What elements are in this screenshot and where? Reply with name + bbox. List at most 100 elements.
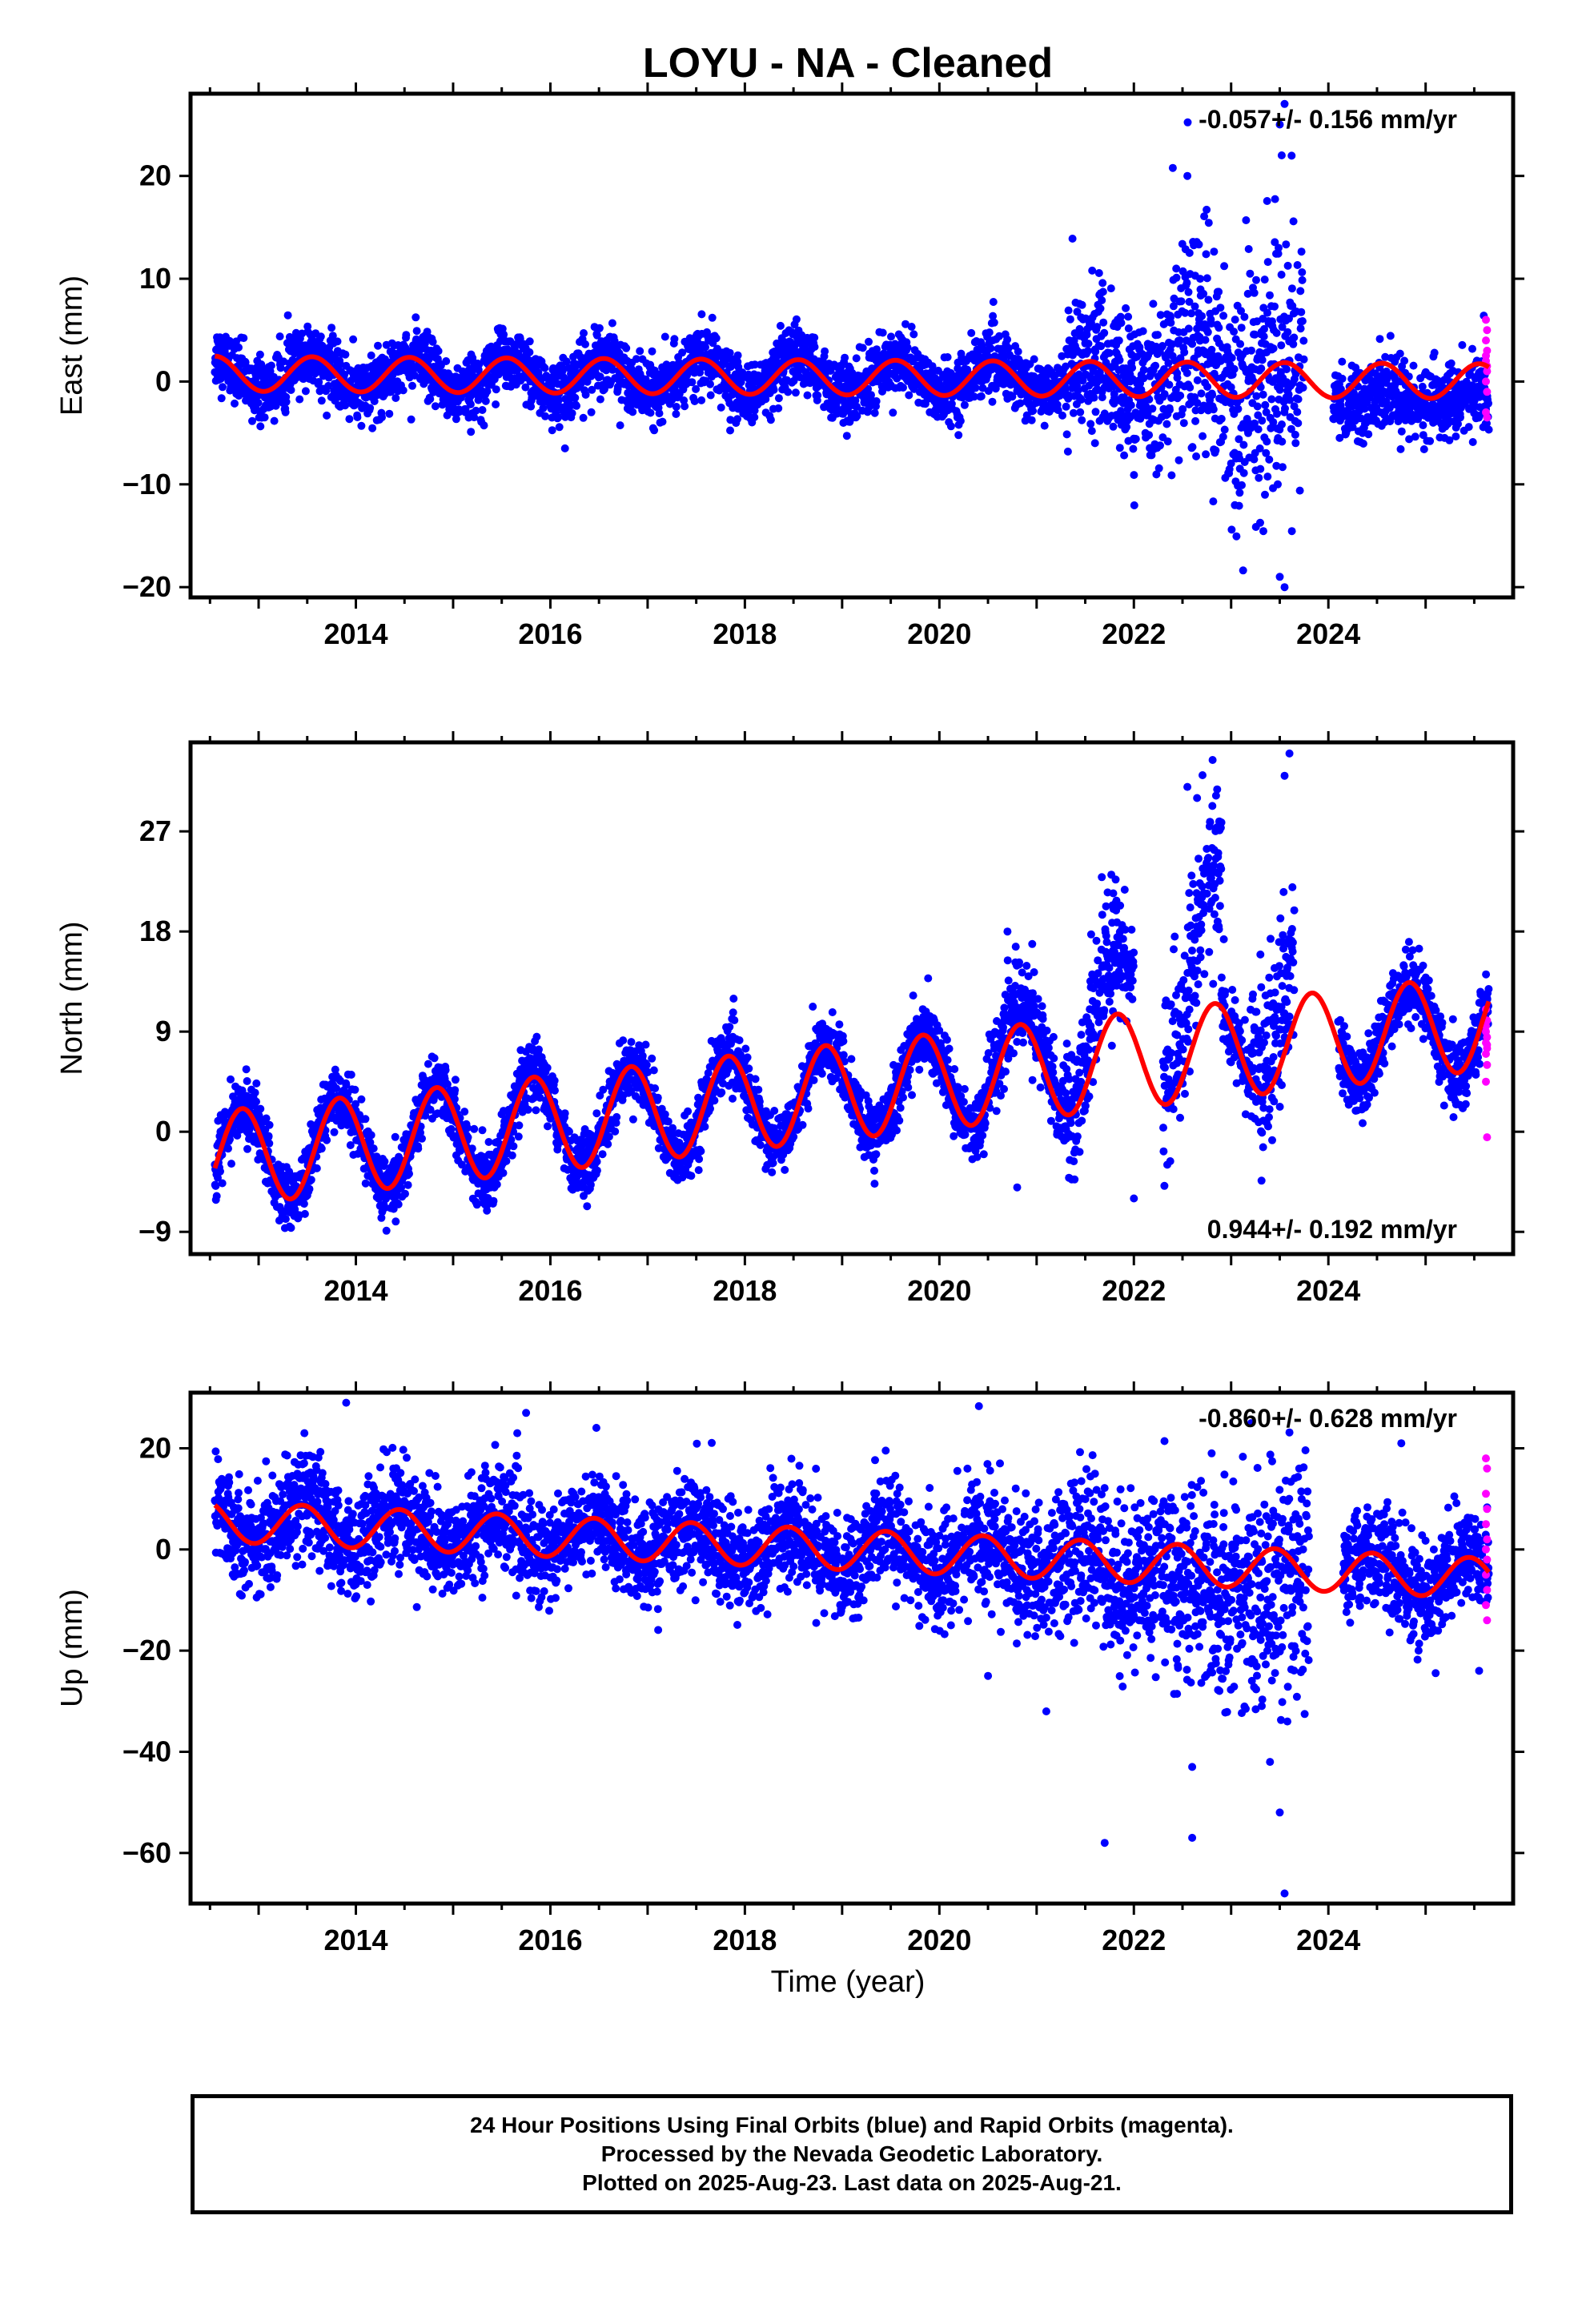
final-point <box>275 332 284 341</box>
final-point <box>1426 436 1435 445</box>
final-point <box>1173 373 1182 382</box>
outlier-point <box>1277 151 1286 159</box>
final-point <box>971 384 980 392</box>
final-point <box>323 1136 331 1144</box>
final-point <box>317 1144 326 1153</box>
final-point <box>842 432 851 440</box>
final-point <box>1282 240 1291 249</box>
final-point <box>858 344 867 352</box>
final-point <box>608 319 616 328</box>
final-point <box>1131 435 1140 444</box>
final-point <box>467 428 476 436</box>
final-point <box>466 400 475 408</box>
final-point <box>378 413 386 422</box>
final-point <box>349 335 358 344</box>
final-point <box>1122 304 1130 312</box>
final-point <box>1242 216 1251 224</box>
final-point <box>655 409 664 418</box>
final-point <box>1279 463 1287 472</box>
final-point <box>989 298 998 306</box>
final-point <box>697 396 706 404</box>
final-point <box>821 347 829 356</box>
final-point <box>954 431 963 440</box>
final-point <box>1464 423 1473 432</box>
final-point <box>252 1097 260 1106</box>
final-point <box>1411 432 1419 441</box>
final-point <box>1196 275 1205 283</box>
final-point <box>367 351 375 360</box>
final-point <box>706 380 714 388</box>
rapid-point <box>1482 377 1490 386</box>
final-point <box>340 370 349 379</box>
final-point <box>1177 297 1186 306</box>
final-point <box>243 1077 251 1085</box>
final-point <box>1277 271 1286 279</box>
final-point <box>1263 308 1271 317</box>
final-point <box>1291 439 1300 448</box>
final-point <box>901 320 909 328</box>
final-point <box>1261 400 1270 409</box>
final-point <box>1468 438 1477 446</box>
final-point <box>361 1179 370 1188</box>
final-point <box>697 310 706 319</box>
final-point <box>572 401 580 410</box>
final-point <box>1281 404 1289 413</box>
final-point <box>480 421 488 430</box>
final-point <box>636 347 644 356</box>
final-point <box>1297 308 1306 316</box>
final-point <box>750 360 759 369</box>
final-point <box>1217 415 1226 423</box>
final-point <box>407 415 416 424</box>
final-point <box>1179 419 1188 428</box>
final-point <box>347 1071 355 1079</box>
final-point <box>374 341 382 350</box>
final-point <box>899 384 907 392</box>
final-point <box>1419 421 1427 429</box>
final-point <box>1176 392 1185 400</box>
final-point <box>287 1224 295 1232</box>
final-point <box>1130 471 1138 480</box>
final-point <box>1396 444 1405 453</box>
final-point <box>1182 368 1191 377</box>
final-point <box>541 412 549 420</box>
final-point <box>254 399 263 407</box>
final-point <box>345 415 354 424</box>
final-point <box>774 404 783 412</box>
final-point <box>990 318 998 327</box>
final-point <box>1202 250 1211 259</box>
final-point <box>1298 317 1307 325</box>
rapid-point <box>1483 388 1492 396</box>
final-point <box>769 385 778 394</box>
final-point <box>791 388 800 397</box>
final-point <box>1397 427 1406 436</box>
final-point <box>216 1167 224 1176</box>
final-point <box>256 422 265 431</box>
final-point <box>562 357 571 366</box>
final-point <box>305 1184 314 1193</box>
final-point <box>1163 437 1172 446</box>
final-point <box>1252 275 1260 284</box>
final-point <box>852 354 861 363</box>
final-point <box>1098 393 1106 402</box>
final-point <box>1208 391 1217 400</box>
final-point <box>1211 446 1220 455</box>
y-tick-label: 10 <box>139 262 171 295</box>
final-point <box>928 362 937 371</box>
final-point <box>1235 489 1244 497</box>
final-point <box>281 408 290 416</box>
final-point <box>1154 331 1162 340</box>
final-point <box>1254 425 1263 434</box>
final-point <box>525 348 534 356</box>
final-point <box>500 330 508 339</box>
final-point <box>1294 419 1303 428</box>
final-point <box>1298 275 1307 284</box>
east-y-axis-label: East (mm) <box>55 275 89 416</box>
final-point <box>568 409 576 417</box>
final-point <box>483 387 492 396</box>
final-point <box>1266 291 1274 300</box>
final-point <box>1188 443 1197 452</box>
final-point <box>243 1144 251 1153</box>
final-point <box>1258 416 1267 425</box>
final-point <box>391 1217 400 1226</box>
final-point <box>1078 416 1086 424</box>
